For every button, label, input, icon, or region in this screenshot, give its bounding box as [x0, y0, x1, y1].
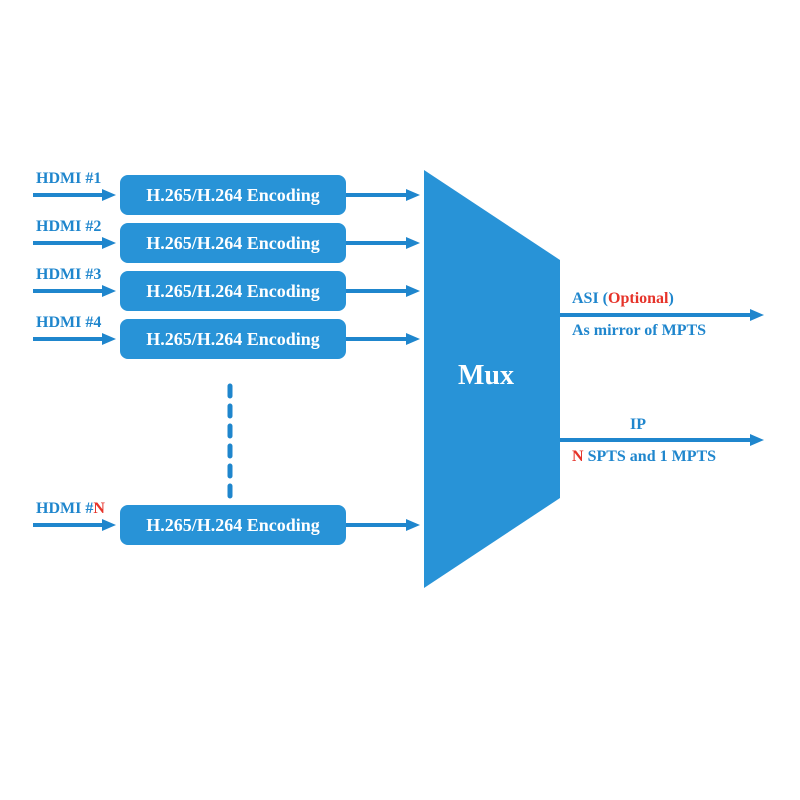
input-label-1: HDMI #1 — [36, 170, 101, 188]
input-label-2: HDMI #2 — [36, 218, 101, 236]
encoder-box-n: H.265/H.264 Encoding — [120, 505, 346, 545]
input-label-4: HDMI #4 — [36, 314, 101, 332]
mux-label: Mux — [458, 360, 514, 392]
output-ip-top: IP — [630, 416, 646, 434]
encoder-box-3: H.265/H.264 Encoding — [120, 271, 346, 311]
encoder-box-1: H.265/H.264 Encoding — [120, 175, 346, 215]
encoder-box-4: H.265/H.264 Encoding — [120, 319, 346, 359]
encoder-box-2: H.265/H.264 Encoding — [120, 223, 346, 263]
output-asi-top: ASI (Optional) — [572, 290, 674, 308]
input-label-n: HDMI #N — [36, 500, 105, 518]
output-ip-bot: N SPTS and 1 MPTS — [572, 448, 716, 466]
input-label-3: HDMI #3 — [36, 266, 101, 284]
output-asi-bot: As mirror of MPTS — [572, 322, 706, 340]
